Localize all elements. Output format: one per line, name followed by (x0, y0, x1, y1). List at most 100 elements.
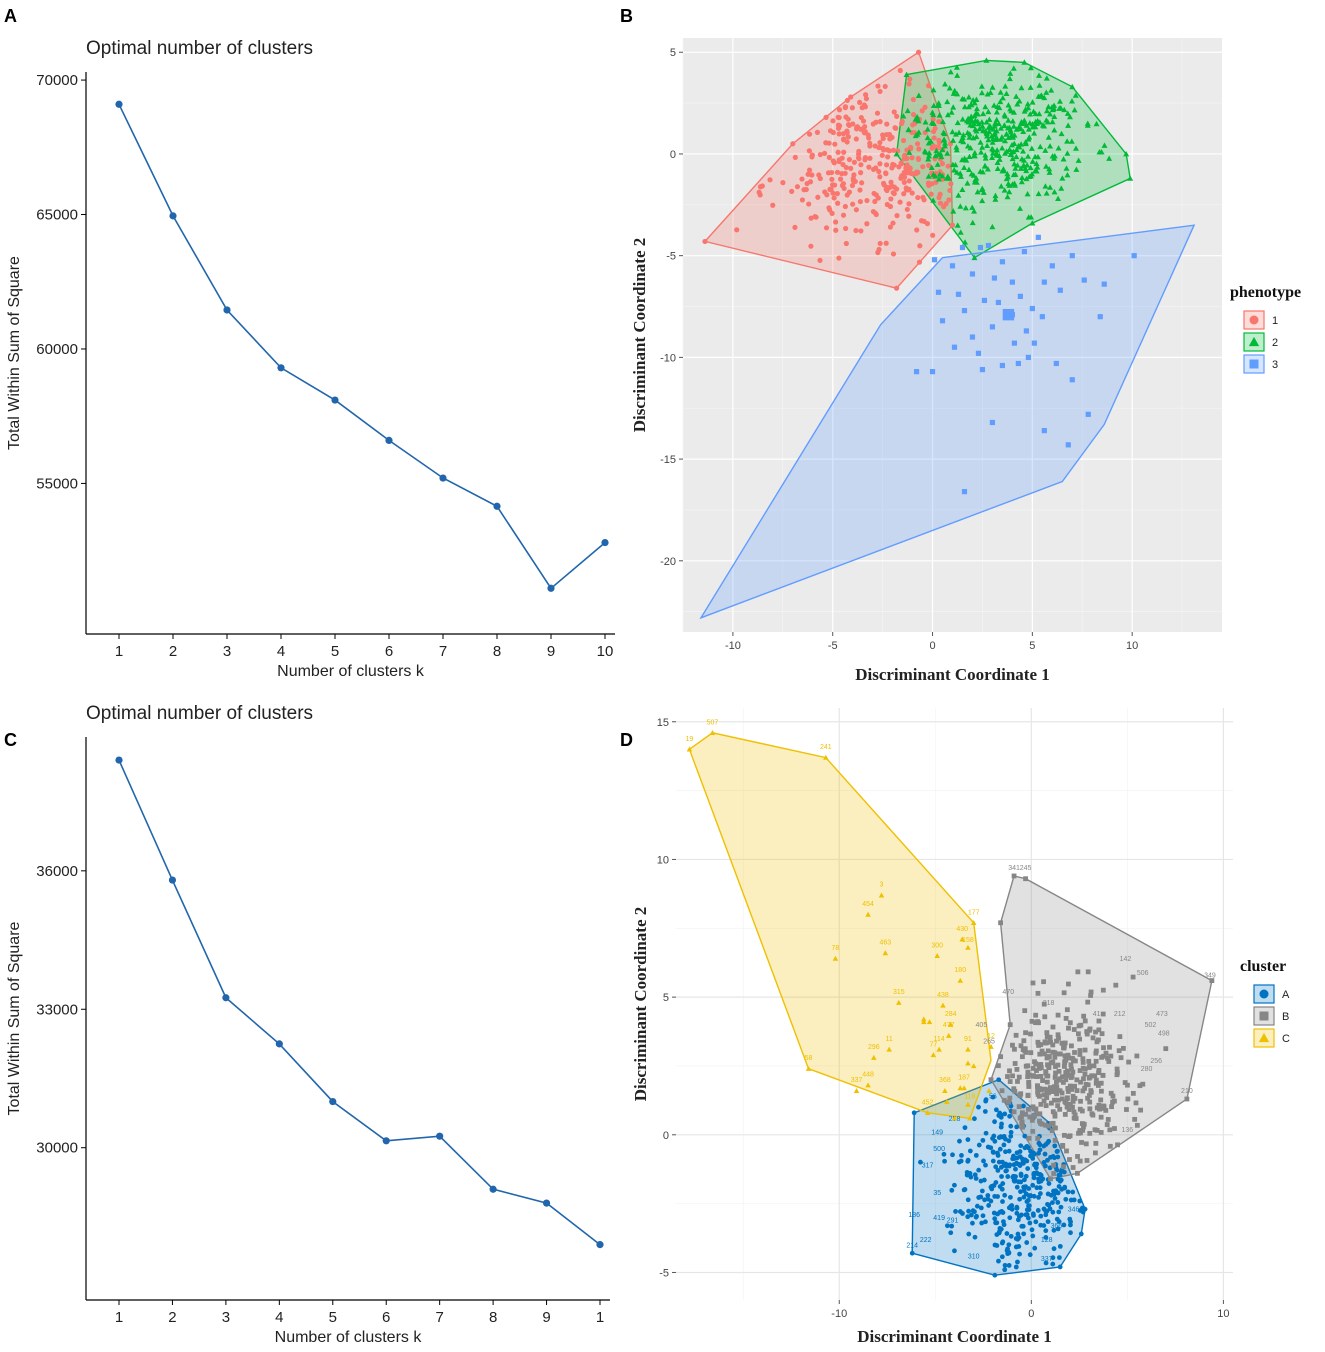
point-label: 241 (820, 744, 832, 751)
point-label: 158 (962, 937, 974, 944)
point-1 (834, 169, 841, 175)
point-1 (822, 189, 828, 195)
point-label: 507 (707, 719, 719, 726)
point-B (1083, 1081, 1089, 1087)
point-B (1050, 1109, 1056, 1115)
point-A (1046, 1202, 1052, 1208)
point-1 (910, 96, 916, 103)
point-label: 210 (1181, 1088, 1193, 1095)
point-A (1056, 1255, 1062, 1260)
point-A (1038, 1213, 1044, 1219)
point-2 (965, 166, 972, 173)
point-2 (973, 105, 980, 112)
x-tick-label: 1 (596, 1309, 604, 1326)
point-1 (848, 165, 854, 171)
point-A (959, 1152, 964, 1158)
point-2 (1020, 148, 1027, 154)
point-1 (843, 164, 849, 171)
point-1 (867, 155, 873, 161)
x-tick-label: -5 (828, 640, 838, 652)
point-label: 346 (1068, 1207, 1080, 1214)
legend-item-3: 3 (1243, 354, 1278, 374)
point-2 (942, 81, 948, 87)
point-2 (1018, 84, 1025, 91)
point-B (1026, 1079, 1032, 1085)
point-2 (1072, 92, 1079, 98)
point-2 (978, 119, 985, 125)
point-2 (1024, 190, 1031, 197)
point-1 (858, 162, 864, 168)
y-tick-label: 65000 (36, 207, 78, 224)
point-A (992, 1138, 998, 1144)
point-2 (951, 87, 958, 94)
point-2 (1024, 153, 1031, 159)
point-2 (1068, 98, 1075, 104)
point-A (1068, 1230, 1073, 1236)
point-3 (1097, 314, 1103, 320)
point-C (823, 754, 829, 760)
point-A (1031, 1172, 1037, 1177)
point-A (990, 1158, 996, 1164)
point-2 (993, 109, 1000, 115)
point-2 (1046, 165, 1053, 172)
point-2 (1043, 107, 1050, 114)
point-A (1031, 1193, 1037, 1199)
point-1 (901, 169, 907, 176)
point-A (994, 1243, 1000, 1248)
point-A (1002, 1262, 1008, 1268)
y-tick-label: 15 (657, 717, 669, 729)
point-C (961, 1085, 967, 1091)
point-1 (849, 105, 855, 111)
point-2 (989, 145, 996, 152)
point-1 (827, 128, 834, 134)
point-label: 341 (1008, 865, 1020, 872)
data-point-9 (547, 584, 555, 592)
point-1 (929, 145, 935, 151)
points-group-3 (913, 234, 1137, 495)
point-2 (965, 94, 972, 100)
point-2 (1003, 90, 1010, 97)
point-1 (848, 94, 854, 100)
point-A (1057, 1172, 1063, 1178)
point-B (1029, 1117, 1035, 1123)
point-A (999, 1174, 1004, 1179)
point-3 (989, 419, 996, 426)
point-2 (1127, 175, 1134, 181)
point-1 (822, 150, 828, 156)
point-2 (994, 165, 1001, 171)
point-1 (932, 125, 938, 132)
point-B (1010, 1073, 1015, 1079)
point-2 (1035, 190, 1042, 197)
point-B (1041, 1098, 1047, 1104)
chart-a-elbow-plot: Optimal number of clusters 55000 60000 6500… (6, 38, 615, 680)
point-2 (1006, 188, 1013, 195)
x-axis-label: Discriminant Coordinate 1 (857, 1327, 1052, 1346)
x-tick-label: 0 (929, 640, 935, 652)
point-B (1022, 1046, 1028, 1052)
point-C (970, 1063, 977, 1069)
point-B (1110, 1093, 1116, 1099)
point-2 (1043, 75, 1050, 81)
point-A (966, 1208, 971, 1214)
point-3 (981, 297, 988, 304)
point-1 (827, 186, 833, 192)
point-B (1085, 999, 1091, 1005)
point-B (1088, 993, 1093, 998)
point-B (1055, 1087, 1060, 1093)
point-1 (892, 125, 898, 131)
point-2 (1013, 153, 1020, 160)
point-B (1070, 1165, 1076, 1170)
point-B (1022, 1008, 1028, 1014)
point-B (1085, 1095, 1091, 1101)
point-A (1035, 1171, 1040, 1177)
point-1 (873, 119, 879, 125)
point-2 (954, 222, 961, 228)
point-2 (978, 186, 985, 193)
point-A (997, 1209, 1003, 1215)
point-B (1081, 1013, 1087, 1019)
point-C (896, 999, 902, 1005)
point-1 (875, 195, 881, 201)
point-2 (925, 152, 932, 159)
data-point-5 (329, 1097, 337, 1106)
point-label: 473 (1156, 1011, 1168, 1018)
